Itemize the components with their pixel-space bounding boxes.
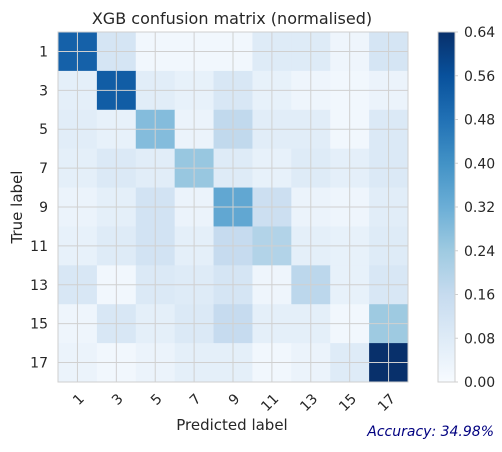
x-tick-label: 17 xyxy=(375,391,399,415)
x-tick-label: 9 xyxy=(226,391,244,409)
x-tick-label: 7 xyxy=(187,391,205,409)
y-tick-label: 11 xyxy=(30,239,48,255)
accuracy-annotation: Accuracy: 34.98% xyxy=(367,424,494,440)
colorbar-tick-labels: 0.00 0.08 0.16 0.24 0.32 0.40 0.48 0.56 0.64 xyxy=(455,25,495,391)
x-tick-label: 5 xyxy=(148,391,166,409)
x-tick-label: 15 xyxy=(336,391,360,415)
colorbar-tick-label: 0.56 xyxy=(464,69,495,85)
y-tick-label: 13 xyxy=(30,278,48,294)
y-tick-label: 1 xyxy=(39,44,48,60)
y-tick-label: 17 xyxy=(30,356,48,372)
y-tick-label: 5 xyxy=(39,122,48,138)
colorbar-tick-label: 0.64 xyxy=(464,25,495,41)
y-axis-label: True label xyxy=(8,171,26,245)
x-tick-label: 13 xyxy=(297,391,321,415)
colorbar-tick-label: 0.16 xyxy=(464,288,495,304)
colorbar-tick-label: 0.00 xyxy=(464,375,495,391)
x-tick-labels: 1 3 5 7 9 11 13 15 17 xyxy=(70,391,399,415)
x-tick-label: 3 xyxy=(109,391,127,409)
colorbar-tick-label: 0.24 xyxy=(464,244,495,260)
colorbar xyxy=(437,31,456,383)
y-tick-label: 9 xyxy=(39,200,48,216)
x-axis-label: Predicted label xyxy=(176,416,287,434)
y-tick-label: 3 xyxy=(39,83,48,99)
colorbar-tick-label: 0.48 xyxy=(464,113,495,129)
y-tick-label: 15 xyxy=(30,317,48,333)
plot-frame xyxy=(57,31,409,383)
y-tick-label: 7 xyxy=(39,161,48,177)
chart-title: XGB confusion matrix (normalised) xyxy=(92,9,372,28)
colorbar-tick-label: 0.32 xyxy=(464,200,495,216)
colorbar-tick-label: 0.40 xyxy=(464,156,495,172)
grid-lines xyxy=(58,32,408,382)
x-tick-label: 11 xyxy=(258,391,282,415)
colorbar-tick-label: 0.08 xyxy=(464,331,495,347)
x-tick-label: 1 xyxy=(70,391,88,409)
